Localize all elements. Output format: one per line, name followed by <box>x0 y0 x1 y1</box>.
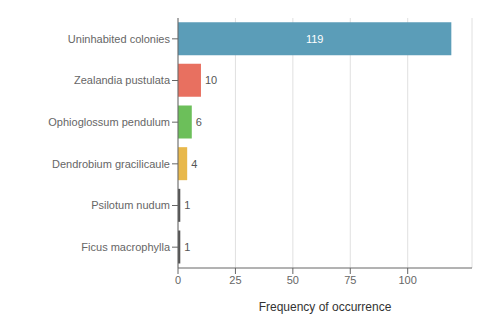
svg-text:25: 25 <box>229 274 241 286</box>
svg-text:Psilotum nudum: Psilotum nudum <box>91 199 170 211</box>
svg-text:10: 10 <box>205 74 217 86</box>
svg-text:6: 6 <box>196 116 202 128</box>
svg-text:Dendrobium gracilicaule: Dendrobium gracilicaule <box>52 158 170 170</box>
svg-text:4: 4 <box>191 158 197 170</box>
svg-text:Uninhabited colonies: Uninhabited colonies <box>68 33 171 45</box>
svg-text:0: 0 <box>175 274 181 286</box>
svg-text:Ficus macrophylla: Ficus macrophylla <box>81 241 171 253</box>
svg-text:Zealandia pustulata: Zealandia pustulata <box>74 74 171 86</box>
svg-text:119: 119 <box>306 33 324 45</box>
svg-text:1: 1 <box>184 241 190 253</box>
svg-text:50: 50 <box>287 274 299 286</box>
svg-text:1: 1 <box>184 199 190 211</box>
svg-text:Ophioglossum pendulum: Ophioglossum pendulum <box>48 116 170 128</box>
svg-text:Frequency of occurrence: Frequency of occurrence <box>259 300 392 314</box>
svg-text:75: 75 <box>344 274 356 286</box>
svg-text:100: 100 <box>399 274 417 286</box>
